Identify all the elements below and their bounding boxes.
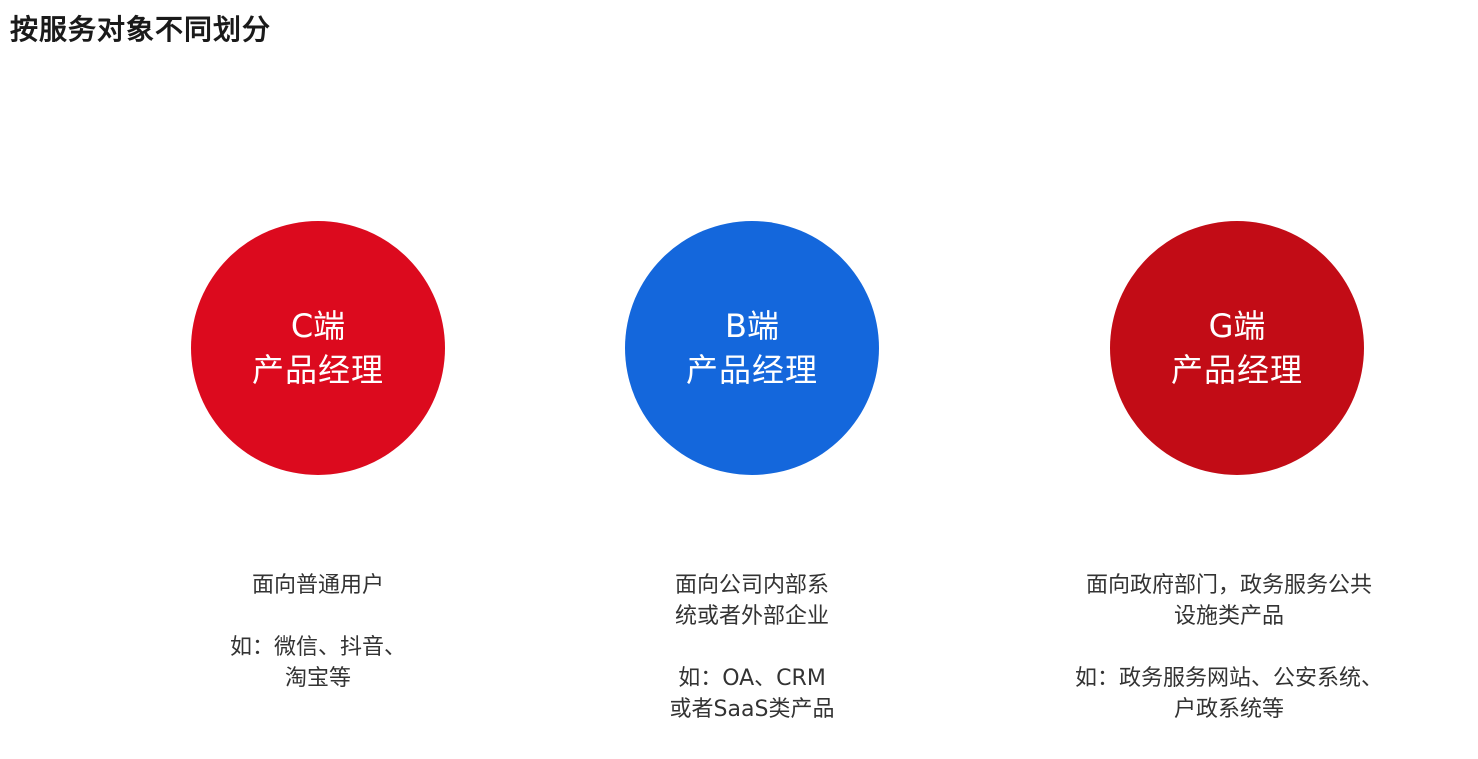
column-b-end: B端 产品经理 面向公司内部系 统或者外部企业 如：OA、CRM 或者SaaS类… xyxy=(542,0,962,759)
g-end-desc-line: 设施类产品 xyxy=(1173,604,1284,629)
b-end-circle: B端 产品经理 xyxy=(625,221,879,475)
c-end-label: C端 xyxy=(290,307,346,345)
b-end-example-line: 或者SaaS类产品 xyxy=(669,697,835,722)
g-end-description: 面向政府部门，政务服务公共 设施类产品 如：政务服务网站、公安系统、 户政系统等 xyxy=(1019,570,1439,725)
c-end-role: 产品经理 xyxy=(251,351,384,389)
b-end-label: B端 xyxy=(725,307,779,345)
b-end-role: 产品经理 xyxy=(685,351,818,389)
c-end-example-line: 如：微信、抖音、 xyxy=(229,635,406,660)
g-end-example-line: 如：政务服务网站、公安系统、 xyxy=(1074,666,1383,691)
b-end-example-line: 如：OA、CRM xyxy=(678,666,826,691)
g-end-example-line: 户政系统等 xyxy=(1173,697,1284,722)
c-end-circle: C端 产品经理 xyxy=(191,221,445,475)
c-end-example-line: 淘宝等 xyxy=(284,666,351,691)
b-end-desc-line: 面向公司内部系 xyxy=(674,573,829,598)
c-end-desc-line: 面向普通用户 xyxy=(251,573,384,598)
page-title: 按服务对象不同划分 xyxy=(10,13,272,46)
g-end-circle: G端 产品经理 xyxy=(1110,221,1364,475)
b-end-description: 面向公司内部系 统或者外部企业 如：OA、CRM 或者SaaS类产品 xyxy=(542,570,962,725)
column-g-end: G端 产品经理 面向政府部门，政务服务公共 设施类产品 如：政务服务网站、公安系… xyxy=(1019,0,1439,759)
g-end-role: 产品经理 xyxy=(1170,351,1303,389)
column-c-end: C端 产品经理 面向普通用户 如：微信、抖音、 淘宝等 xyxy=(108,0,528,759)
c-end-description: 面向普通用户 如：微信、抖音、 淘宝等 xyxy=(108,570,528,694)
b-end-desc-line: 统或者外部企业 xyxy=(674,604,829,629)
g-end-label: G端 xyxy=(1208,307,1266,345)
g-end-desc-line: 面向政府部门，政务服务公共 xyxy=(1085,573,1372,598)
